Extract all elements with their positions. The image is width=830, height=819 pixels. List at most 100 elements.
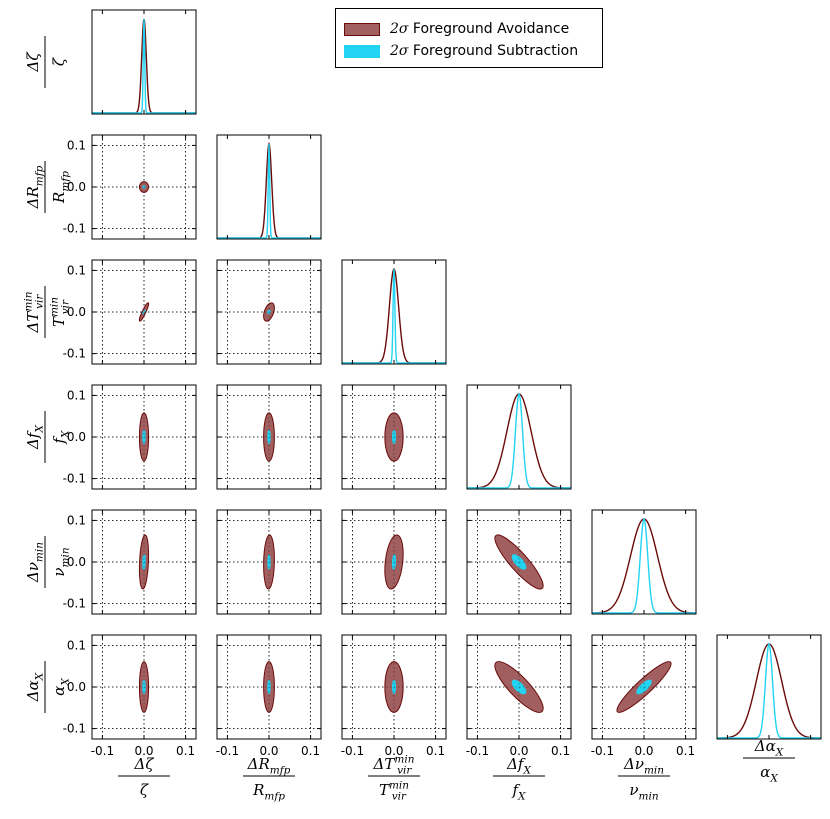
panel-4-0: -0.1 0.0 0.1 xyxy=(63,509,197,615)
x-axis-label-alpha_X: ΔαX αX xyxy=(743,737,795,785)
x-axis-label-nu_min-numerator: Δνmin xyxy=(623,755,664,777)
x-axis-label-f_X-numerator: ΔfX xyxy=(506,755,531,777)
y-axis-label-nu_min-denominator: νmin xyxy=(50,547,72,576)
y-axis-label-zeta-denominator: ζ xyxy=(50,57,68,66)
legend-entry-avoidance: 2σ Foreground Avoidance xyxy=(344,19,569,39)
x-tick-label-0: -0.1 xyxy=(591,744,614,758)
panel-background xyxy=(467,385,571,489)
marginal-subtraction-curve xyxy=(717,642,821,739)
x-axis-label-T_vir_min-numerator: ΔTmin vir xyxy=(373,753,415,776)
panel-0-0 xyxy=(91,9,197,115)
x-axis-label-zeta: Δζ ζ xyxy=(118,755,170,799)
x-tick-label-1: 0.0 xyxy=(634,744,653,758)
panel-3-0: -0.1 0.0 0.1 xyxy=(63,384,197,490)
y-tick-label-1: 0.0 xyxy=(67,555,86,569)
y-tick-label-2: 0.1 xyxy=(67,263,86,277)
x-tick-label-1: 0.0 xyxy=(259,744,278,758)
x-tick-label-0: -0.1 xyxy=(466,744,489,758)
x-axis-label-R_mfp-denominator: Rmfp xyxy=(252,781,285,803)
x-axis-label-alpha_X-denominator: αX xyxy=(760,763,778,785)
x-tick-label-1: 0.0 xyxy=(509,744,528,758)
x-axis-label-f_X: ΔfX fX xyxy=(493,755,545,803)
marginal-subtraction-curve xyxy=(217,143,321,239)
panel-background xyxy=(717,635,821,739)
x-axis-label-R_mfp-numerator: ΔRmfp xyxy=(247,755,291,777)
x-tick-label-0: -0.1 xyxy=(341,744,364,758)
y-tick-label-0: -0.1 xyxy=(63,347,86,361)
x-axis-label-nu_min-denominator: νmin xyxy=(629,781,658,803)
x-axis-label-R_mfp: ΔRmfp Rmfp xyxy=(243,755,295,803)
x-tick-label-2: 0.1 xyxy=(426,744,445,758)
panel-5-5 xyxy=(716,634,822,740)
x-tick-label-2: 0.1 xyxy=(301,744,320,758)
panel-2-0: -0.1 0.0 0.1 xyxy=(63,259,197,365)
x-axis-label-alpha_X-numerator: ΔαX xyxy=(754,737,784,759)
x-tick-label-2: 0.1 xyxy=(676,744,695,758)
y-tick-label-1: 0.0 xyxy=(67,430,86,444)
y-tick-label-2: 0.1 xyxy=(67,513,86,527)
x-tick-label-2: 0.1 xyxy=(551,744,570,758)
y-tick-label-2: 0.1 xyxy=(67,138,86,152)
panel-5-2: -0.1 0.0 0.1 xyxy=(341,634,447,758)
x-axis-label-zeta-denominator: ζ xyxy=(140,781,149,799)
marginal-subtraction-curve xyxy=(92,18,196,114)
marginal-subtraction-curve xyxy=(342,268,446,364)
y-tick-label-1: 0.0 xyxy=(67,305,86,319)
y-tick-label-0: -0.1 xyxy=(63,722,86,736)
y-axis-label-alpha_X-numerator: ΔαX xyxy=(24,672,46,702)
x-tick-label-1: 0.0 xyxy=(134,744,153,758)
x-tick-label-2: 0.1 xyxy=(176,744,195,758)
panel-background xyxy=(592,510,696,614)
marginal-subtraction-curve xyxy=(467,392,571,489)
y-axis-label-zeta-numerator: Δζ xyxy=(24,52,42,73)
panel-5-0: -0.1 0.0 0.1 -0.1 0.0 0.1 xyxy=(63,634,197,758)
x-tick-label-0: -0.1 xyxy=(216,744,239,758)
y-axis-label-R_mfp-denominator: Rmfp xyxy=(50,171,72,204)
x-tick-label-0: -0.1 xyxy=(91,744,114,758)
panel-2-2 xyxy=(341,259,447,365)
y-tick-label-1: 0.0 xyxy=(67,180,86,194)
panel-5-3: -0.1 0.0 0.1 xyxy=(466,634,572,758)
x-axis-label-f_X-denominator: fX xyxy=(511,781,526,803)
panel-3-2 xyxy=(341,384,447,490)
y-tick-label-2: 0.1 xyxy=(67,638,86,652)
x-tick-label-1: 0.0 xyxy=(384,744,403,758)
y-axis-label-T_vir_min-denominator: Tminvir xyxy=(48,297,71,327)
legend-swatch-avoidance xyxy=(344,22,380,36)
panel-5-4: -0.1 0.0 0.1 xyxy=(591,634,697,758)
y-axis-label-nu_min-numerator: Δνmin xyxy=(24,542,46,583)
legend-label-avoidance: 2σ Foreground Avoidance xyxy=(390,21,570,37)
panel-4-3 xyxy=(466,509,572,615)
y-axis-label-alpha_X-denominator: αX xyxy=(50,678,72,696)
marginal-subtraction-curve xyxy=(592,517,696,614)
x-axis-label-T_vir_min-denominator: Tmin vir xyxy=(379,779,409,802)
y-tick-label-2: 0.1 xyxy=(67,388,86,402)
x-axis-label-zeta-numerator: Δζ xyxy=(134,755,155,773)
y-tick-label-0: -0.1 xyxy=(63,222,86,236)
panel-5-1: -0.1 0.0 0.1 xyxy=(216,634,322,758)
panel-3-1 xyxy=(216,384,322,490)
x-axis-label-nu_min: Δνmin νmin xyxy=(618,755,670,803)
x-axis-label-T_vir_min: ΔTmin vir Tmin vir xyxy=(368,753,420,803)
y-axis-label-f_X-numerator: ΔfX xyxy=(24,425,46,450)
y-tick-label-0: -0.1 xyxy=(63,472,86,486)
panel-4-1 xyxy=(216,509,322,615)
panel-1-0: -0.1 0.0 0.1 xyxy=(63,134,197,240)
panel-4-4 xyxy=(591,509,697,615)
y-tick-label-0: -0.1 xyxy=(63,597,86,611)
y-axis-label-zeta: Δζ ζ xyxy=(24,36,68,88)
y-tick-label-1: 0.0 xyxy=(67,680,86,694)
panel-3-3 xyxy=(466,384,572,490)
y-axis-label-f_X-denominator: fX xyxy=(50,430,72,445)
panel-1-1 xyxy=(216,134,322,240)
y-axis-label-R_mfp-numerator: ΔRmfp xyxy=(24,165,46,209)
y-axis-label-f_X: ΔfX fX xyxy=(24,411,72,463)
legend-entry-subtraction: 2σ Foreground Subtraction xyxy=(344,41,578,61)
y-axis-label-T_vir_min-numerator: ΔTminvir xyxy=(22,291,45,333)
legend-swatch-subtraction xyxy=(344,44,380,58)
